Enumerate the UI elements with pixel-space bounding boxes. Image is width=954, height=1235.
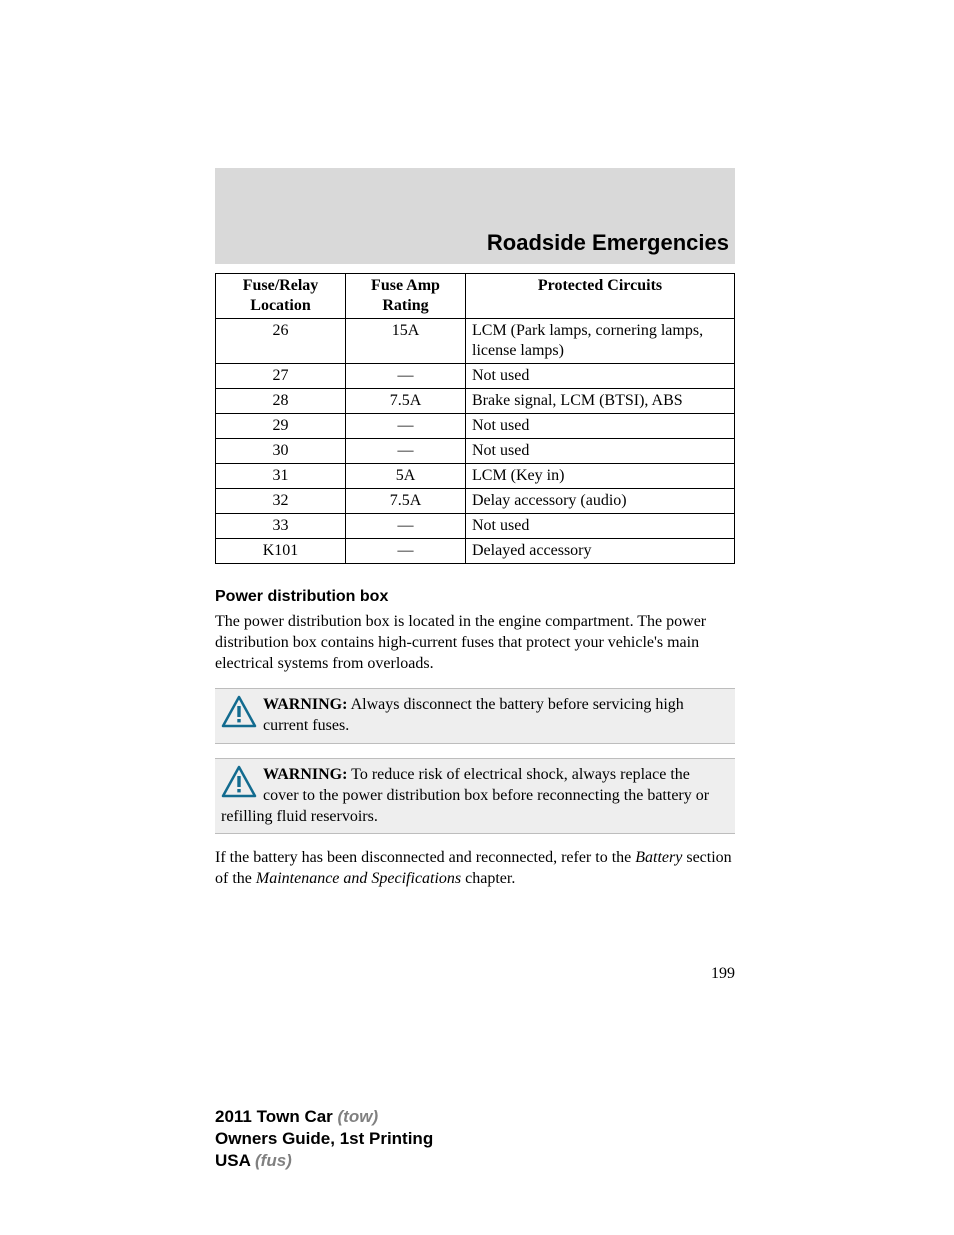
table-row: 27—Not used bbox=[216, 364, 735, 389]
cell-rating: — bbox=[346, 439, 466, 464]
cell-circuits: Not used bbox=[466, 414, 735, 439]
warning-triangle-icon bbox=[221, 695, 257, 729]
footer-block: 2011 Town Car (tow) Owners Guide, 1st Pr… bbox=[215, 1106, 433, 1172]
cell-circuits: Delay accessory (audio) bbox=[466, 489, 735, 514]
table-row: 327.5ADelay accessory (audio) bbox=[216, 489, 735, 514]
table-row: 2615ALCM (Park lamps, cornering lamps, l… bbox=[216, 319, 735, 364]
cell-rating: — bbox=[346, 364, 466, 389]
cell-circuits: LCM (Park lamps, cornering lamps, licens… bbox=[466, 319, 735, 364]
cell-location: 27 bbox=[216, 364, 346, 389]
battery-reference-paragraph: If the battery has been disconnected and… bbox=[215, 848, 735, 890]
cell-rating: 5A bbox=[346, 464, 466, 489]
cell-location: 30 bbox=[216, 439, 346, 464]
footer-guide-line: Owners Guide, 1st Printing bbox=[215, 1128, 433, 1150]
table-row: 315ALCM (Key in) bbox=[216, 464, 735, 489]
cell-rating: — bbox=[346, 514, 466, 539]
pdb-paragraph: The power distribution box is located in… bbox=[215, 612, 735, 674]
warning-triangle-icon bbox=[221, 765, 257, 799]
col-header-rating: Fuse AmpRating bbox=[346, 274, 466, 319]
table-row: 33—Not used bbox=[216, 514, 735, 539]
warning-label: WARNING: bbox=[263, 696, 347, 713]
cell-location: 33 bbox=[216, 514, 346, 539]
footer-code-fus: (fus) bbox=[255, 1151, 292, 1170]
cell-location: 31 bbox=[216, 464, 346, 489]
footer-region: USA bbox=[215, 1151, 255, 1170]
cell-location: 28 bbox=[216, 389, 346, 414]
content-area: Fuse/RelayLocation Fuse AmpRating Protec… bbox=[215, 273, 735, 890]
warning-callout-1: WARNING: Always disconnect the battery b… bbox=[215, 688, 735, 744]
cell-rating: — bbox=[346, 539, 466, 564]
warning-callout-2: WARNING: To reduce risk of electrical sh… bbox=[215, 758, 735, 834]
cell-rating: 7.5A bbox=[346, 489, 466, 514]
table-row: 30—Not used bbox=[216, 439, 735, 464]
col-header-location: Fuse/RelayLocation bbox=[216, 274, 346, 319]
footer-vehicle: 2011 Town Car bbox=[215, 1107, 338, 1126]
cell-rating: — bbox=[346, 414, 466, 439]
table-header-row: Fuse/RelayLocation Fuse AmpRating Protec… bbox=[216, 274, 735, 319]
cell-location: K101 bbox=[216, 539, 346, 564]
fuse-table: Fuse/RelayLocation Fuse AmpRating Protec… bbox=[215, 273, 735, 564]
table-row: 29—Not used bbox=[216, 414, 735, 439]
col-header-circuits: Protected Circuits bbox=[466, 274, 735, 319]
pdb-heading: Power distribution box bbox=[215, 588, 735, 606]
cell-location: 32 bbox=[216, 489, 346, 514]
cell-circuits: LCM (Key in) bbox=[466, 464, 735, 489]
table-row: K101—Delayed accessory bbox=[216, 539, 735, 564]
cell-location: 29 bbox=[216, 414, 346, 439]
cell-rating: 15A bbox=[346, 319, 466, 364]
cell-circuits: Not used bbox=[466, 514, 735, 539]
warning-label: WARNING: bbox=[263, 766, 347, 783]
page-number: 199 bbox=[711, 965, 735, 983]
table-row: 287.5ABrake signal, LCM (BTSI), ABS bbox=[216, 389, 735, 414]
cell-location: 26 bbox=[216, 319, 346, 364]
cell-circuits: Not used bbox=[466, 439, 735, 464]
footer-code-tow: (tow) bbox=[338, 1107, 379, 1126]
cell-rating: 7.5A bbox=[346, 389, 466, 414]
cell-circuits: Brake signal, LCM (BTSI), ABS bbox=[466, 389, 735, 414]
cell-circuits: Not used bbox=[466, 364, 735, 389]
cell-circuits: Delayed accessory bbox=[466, 539, 735, 564]
section-title: Roadside Emergencies bbox=[215, 230, 735, 256]
